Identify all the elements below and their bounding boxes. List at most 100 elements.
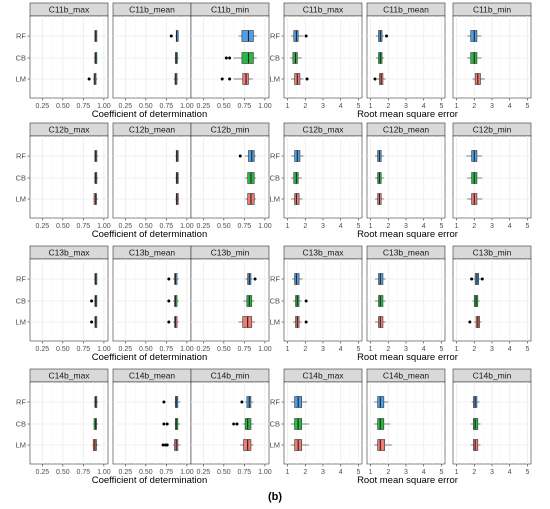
x-tick-label: 5 [357,346,361,353]
x-tick-label: 2 [472,103,476,110]
x-tick-label: 5 [526,103,530,110]
x-tick-label: 5 [526,223,530,230]
x-tick-label: 0.50 [56,223,70,230]
x-axis-title: Coefficient of determination [92,109,207,120]
panel-c12b-mean-r2: C12b_mean 0.25 0.50 0.75 1.00 [112,122,194,230]
panel-c11b-mean-rmse: C11b_mean 1 2 3 4 5 [366,2,446,110]
y-category-label: RF [270,32,280,41]
outlier-point [480,277,484,281]
x-tick-label: 0.75 [160,346,174,353]
x-tick-label: 0.25 [36,346,50,353]
panel-title: C11b_max [49,5,90,15]
outlier-point [470,277,474,281]
outlier-point [169,34,173,38]
outlier-point [240,400,244,404]
x-tick-label: 3 [490,346,494,353]
x-tick-label: 3 [321,223,325,230]
panel-c11b-min-r2: C11b_min 0.25 0.50 0.75 1.00 [190,2,272,110]
x-tick-label: 0.50 [56,103,70,110]
x-tick-label: 5 [440,469,444,476]
x-tick-label: 1 [369,103,373,110]
x-tick-label: 0.25 [119,346,133,353]
x-tick-label: 0.75 [238,103,252,110]
x-tick-label: 1 [455,223,459,230]
x-tick-label: 0.25 [119,469,133,476]
y-category-label: CB [270,420,280,429]
x-tick-label: 1 [455,346,459,353]
outlier-point [90,320,94,324]
panel-c12b-max-r2: C12b_max 0.25 0.50 0.75 1.00 RF CB LM [16,122,111,230]
panel-c13b-mean-r2: C13b_mean 0.25 0.50 0.75 1.00 [112,245,194,353]
x-tick-label: 0.50 [56,346,70,353]
x-tick-label: 0.75 [238,346,252,353]
panel-title: C14b_max [48,371,90,381]
panel-c13b-mean-rmse: C13b_mean 1 2 3 4 5 [366,245,446,353]
x-tick-label: 2 [472,223,476,230]
x-tick-label: 0.25 [197,103,211,110]
x-tick-label: 0.50 [139,346,153,353]
x-tick-label: 1.00 [97,469,111,476]
x-tick-label: 0.25 [36,223,50,230]
panel-plot-area [190,381,270,465]
panel-title: C12b_min [211,125,250,135]
panel-title: C13b_mean [383,248,430,258]
x-tick-label: 1 [369,469,373,476]
x-tick-label: 0.75 [160,469,174,476]
x-tick-label: 0.25 [36,469,50,476]
x-tick-label: 0.75 [77,223,91,230]
x-tick-label: 1.00 [180,103,194,110]
x-tick-label: 3 [404,469,408,476]
outlier-point [468,320,472,324]
x-tick-label: 5 [357,103,361,110]
panel-c14b-mean-rmse: C14b_mean 1 2 3 4 5 [366,368,446,476]
x-axis-title: Root mean square error [357,475,458,486]
x-tick-label: 1.00 [97,103,111,110]
x-tick-label: 0.50 [217,223,231,230]
box-rf [241,30,254,42]
x-tick-label: 2 [472,469,476,476]
x-tick-label: 4 [508,346,512,353]
x-tick-label: 1 [286,103,290,110]
outlier-point [253,277,257,281]
y-category-label: CB [16,174,26,183]
panel-title: C14b_mean [383,371,430,381]
panel-plot-area [112,135,192,219]
x-axis-title: Root mean square error [357,352,458,363]
panel-title: C14b_min [473,371,512,381]
outlier-point [304,320,308,324]
x-tick-label: 4 [339,469,343,476]
x-tick-label: 0.75 [77,346,91,353]
x-tick-label: 4 [339,103,343,110]
panel-c12b-mean-rmse: C12b_mean 1 2 3 4 5 [366,122,446,230]
panel-title: C12b_mean [129,125,176,135]
x-tick-label: 0.50 [139,223,153,230]
panel-title: C12b_mean [383,125,430,135]
x-tick-label: 5 [440,346,444,353]
x-tick-label: 4 [508,103,512,110]
y-category-label: CB [16,420,26,429]
y-category-label: RF [16,275,26,284]
figure-label: (b) [268,491,282,503]
x-tick-label: 3 [321,346,325,353]
x-axis-title: Coefficient of determination [92,475,207,486]
panel-c11b-max-rmse: C11b_max 1 2 3 4 5 RF CB LM [270,2,363,110]
outlier-point [238,154,242,158]
x-tick-label: 2 [386,223,390,230]
x-tick-label: 1 [286,223,290,230]
panel-title: C12b_max [302,125,344,135]
panel-title: C12b_max [48,125,90,135]
x-tick-label: 0.50 [56,469,70,476]
y-category-label: LM [16,318,26,327]
x-tick-label: 0.75 [160,223,174,230]
x-tick-label: 5 [526,346,530,353]
x-tick-label: 2 [472,346,476,353]
outlier-point [165,443,169,447]
x-tick-label: 4 [339,223,343,230]
panel-c12b-min-r2: C12b_min 0.25 0.50 0.75 1.00 [190,122,272,230]
x-tick-label: 3 [490,223,494,230]
panel-title: C11b_mean [129,5,175,15]
panel-plot-area [112,381,192,465]
panel-title: C14b_mean [129,371,176,381]
panel-title: C13b_mean [129,248,176,258]
y-category-label: LM [270,195,280,204]
